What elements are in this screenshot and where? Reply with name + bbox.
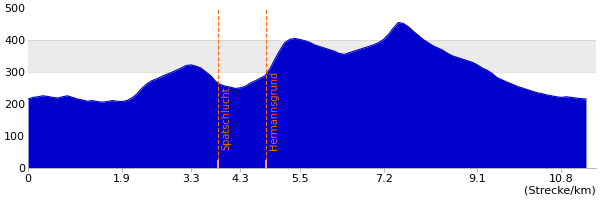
Bar	[28, 40, 596, 72]
Text: Spatschlucht: Spatschlucht	[221, 86, 232, 150]
X-axis label: (Strecke/km): (Strecke/km)	[524, 186, 596, 196]
Text: Hermannsgrund: Hermannsgrund	[269, 71, 280, 150]
